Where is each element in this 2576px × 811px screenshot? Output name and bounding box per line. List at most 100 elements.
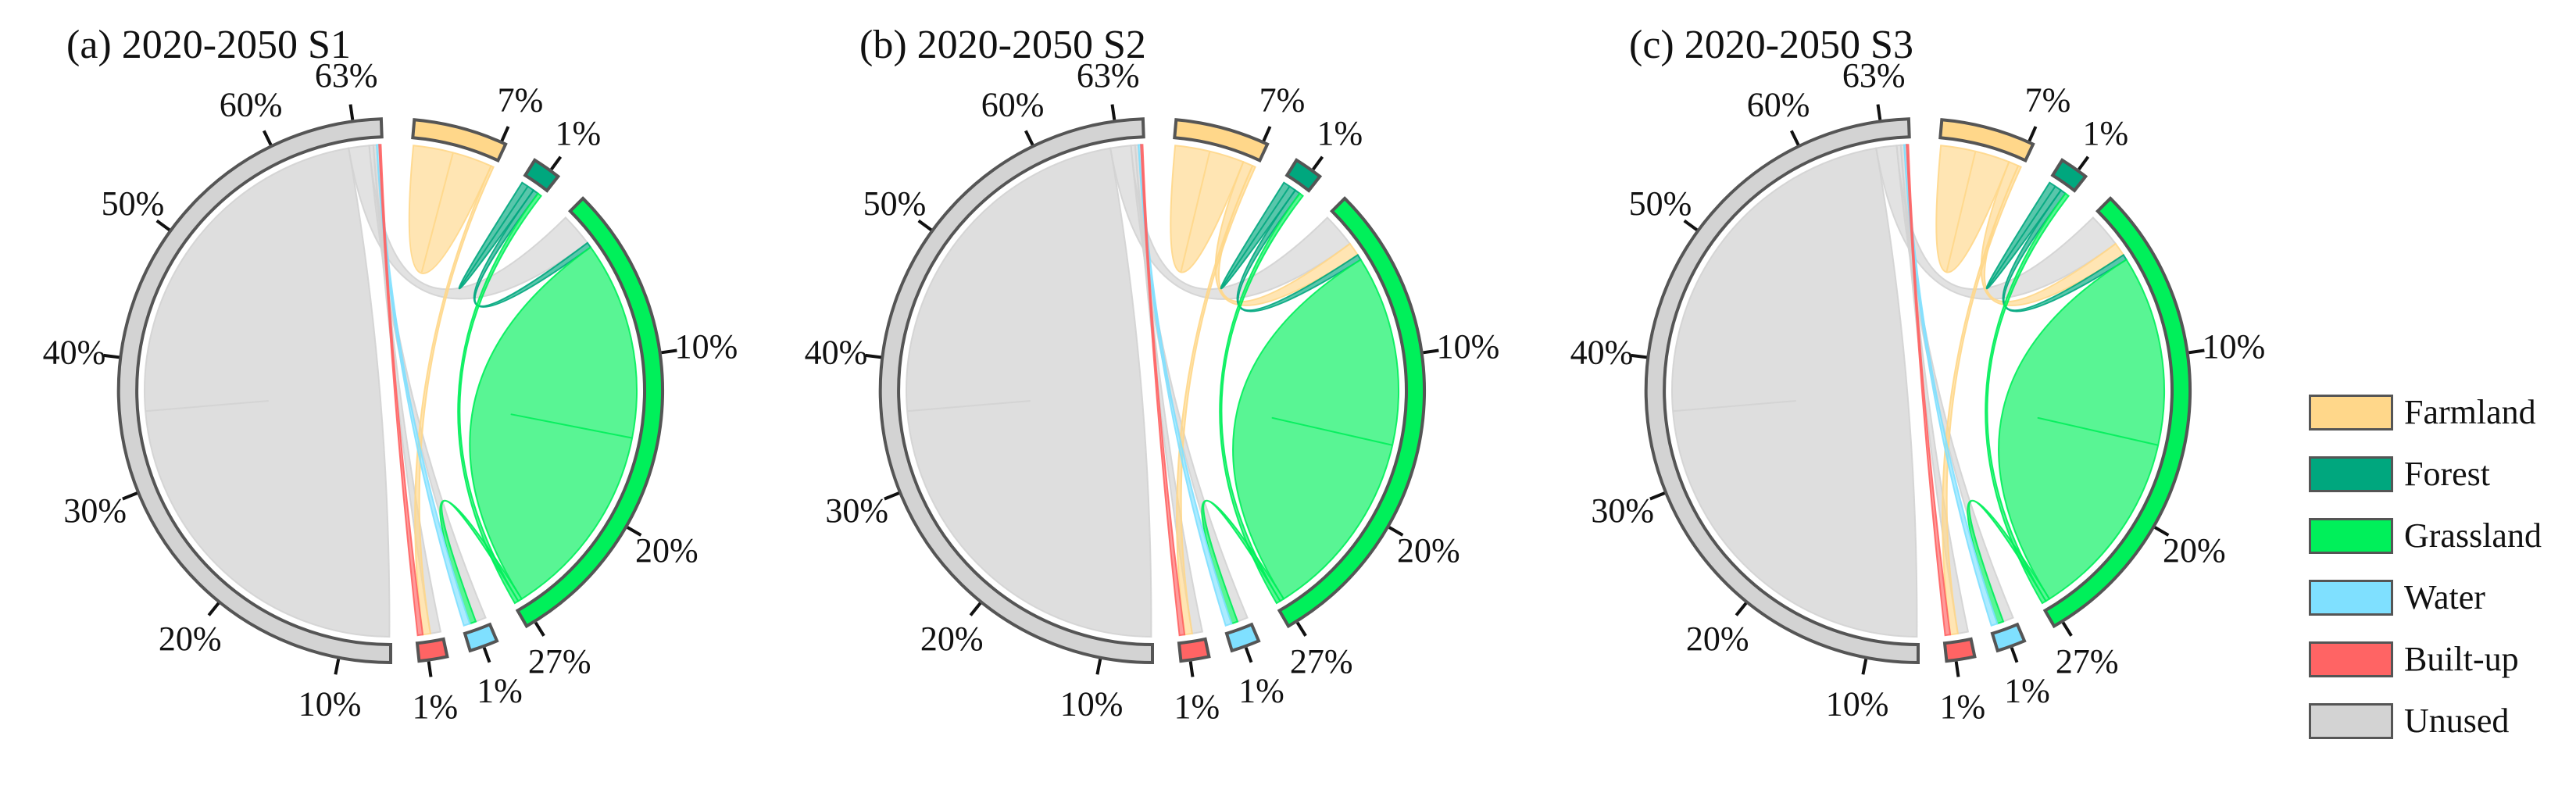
ribbon-forest-to-grassland — [2002, 189, 2128, 313]
tick-unused-1 — [1735, 602, 1748, 616]
ribbon-farmland-to-farmland — [408, 145, 492, 274]
tick-grassland-1 — [2154, 526, 2170, 537]
tick-label-forest-0: 1% — [555, 114, 601, 152]
ribbon-farmland-to-built-up — [1176, 164, 1256, 636]
tick-grassland-0 — [1423, 348, 1439, 355]
chord-panel-b: 7%1%10%20%27%1%1%10%20%30%40%50%60%63% — [805, 56, 1500, 726]
tick-built-up-0 — [427, 661, 433, 677]
sector-arc-unused — [878, 117, 1154, 665]
ribbon-farmland-to-built-up — [414, 165, 495, 636]
legend-label-built-up: Built-up — [2404, 640, 2519, 678]
legend-item-grassland: Grassland — [2309, 505, 2542, 566]
legend-label-unused: Unused — [2404, 702, 2510, 740]
tick-farmland-0 — [500, 126, 510, 142]
tick-label-water-0: 1% — [477, 671, 523, 709]
tick-unused-1 — [207, 602, 220, 616]
sector-arc-water — [1224, 622, 1261, 653]
tick-label-unused-6: 63% — [1077, 56, 1140, 95]
tick-grassland-0 — [2188, 348, 2205, 355]
ribbons — [144, 144, 638, 638]
legend-label-forest: Forest — [2404, 455, 2490, 493]
tick-unused-2 — [1649, 491, 1666, 501]
ribbon-forest-to-forest — [1985, 181, 2063, 290]
tick-label-unused-6: 63% — [1842, 56, 1906, 95]
ribbon-unused-to-unused — [144, 147, 391, 638]
sector-arc-farmland — [1173, 118, 1270, 163]
sector-arc-built-up — [1942, 637, 1977, 663]
tick-unused-5 — [1790, 130, 1800, 146]
tick-label-unused-1: 20% — [1686, 620, 1749, 658]
ribbon-forest-to-grassland — [473, 189, 592, 308]
tick-label-unused-4: 50% — [863, 184, 927, 223]
tick-label-grassland-1: 20% — [635, 531, 698, 570]
legend-item-unused: Unused — [2309, 690, 2542, 752]
sector-arc-water — [463, 622, 499, 653]
tick-label-unused-0: 10% — [1060, 685, 1124, 723]
sector-arc-forest — [2050, 158, 2088, 193]
sector-arc-farmland — [1938, 118, 2035, 163]
sector-arc-unused — [116, 117, 392, 665]
tick-label-grassland-0: 10% — [2203, 327, 2266, 366]
tick-farmland-0 — [2028, 126, 2038, 142]
ribbon-water-to-unused — [1138, 144, 1233, 627]
legend-item-forest: Forest — [2309, 443, 2542, 505]
tick-label-farmland-0: 7% — [498, 80, 544, 119]
tick-label-unused-2: 30% — [63, 491, 127, 530]
sector-arc-unused — [1644, 117, 1920, 665]
panel-title-b: (b) 2020-2050 S2 — [859, 23, 1146, 67]
tick-label-farmland-0: 7% — [2025, 80, 2071, 119]
ribbon-grassland-to-grassland — [1232, 258, 1400, 600]
tick-label-water-0: 1% — [2004, 671, 2050, 709]
tick-label-unused-5: 60% — [220, 85, 283, 123]
tick-unused-0 — [334, 659, 341, 675]
tick-label-unused-2: 30% — [825, 491, 888, 530]
tick-label-unused-5: 60% — [1747, 85, 1810, 123]
tick-label-grassland-2: 27% — [1290, 642, 1353, 681]
tick-unused-5 — [263, 130, 273, 146]
tick-water-0 — [482, 647, 491, 663]
sector-arc-built-up — [415, 637, 449, 663]
tick-label-unused-2: 30% — [1591, 491, 1654, 530]
tick-label-built-up-0: 1% — [1174, 688, 1220, 726]
tick-label-built-up-0: 1% — [1939, 688, 1985, 726]
sector-arc-grassland — [1277, 196, 1427, 629]
sector-arc-forest — [1284, 158, 1323, 193]
tick-unused-6 — [1876, 104, 1882, 120]
legend-swatch-forest — [2309, 456, 2393, 492]
legend-label-water: Water — [2404, 578, 2485, 616]
tick-label-unused-5: 60% — [981, 85, 1045, 123]
sector-arc-grassland — [2042, 196, 2192, 629]
ribbon-forest-to-forest — [458, 181, 535, 290]
tick-label-unused-3: 40% — [805, 333, 868, 371]
tick-grassland-2 — [534, 621, 545, 637]
tick-farmland-0 — [1262, 126, 1272, 142]
chord-panel-a: 7%1%10%20%27%1%1%10%20%30%40%50%60%63% — [43, 56, 738, 726]
ribbon-built-up-to-unused — [1140, 144, 1186, 637]
ribbon-grassland-to-forest — [1985, 192, 2070, 605]
tick-grassland-2 — [2061, 621, 2073, 637]
ribbon-unused-to-unused — [1671, 147, 1918, 638]
tick-unused-4 — [155, 219, 170, 231]
tick-forest-0 — [2078, 155, 2090, 170]
tick-label-grassland-1: 20% — [1397, 531, 1460, 570]
ribbon-grassland-to-forest — [457, 192, 542, 605]
tick-grassland-0 — [661, 348, 677, 355]
tick-label-unused-1: 20% — [920, 620, 984, 658]
tick-label-built-up-0: 1% — [412, 688, 458, 726]
tick-label-grassland-2: 27% — [2056, 642, 2119, 681]
legend-swatch-built-up — [2309, 641, 2393, 677]
tick-unused-3 — [103, 353, 120, 359]
legend: Farmland Forest Grassland Water Built-up… — [2309, 381, 2542, 752]
ribbon-built-up-to-unused — [378, 144, 424, 637]
legend-swatch-farmland — [2309, 394, 2393, 431]
legend-swatch-unused — [2309, 702, 2393, 739]
ribbon-forest-to-grassland — [1236, 189, 1362, 313]
tick-label-farmland-0: 7% — [1259, 80, 1306, 119]
tick-grassland-1 — [627, 526, 642, 537]
tick-label-unused-6: 63% — [315, 56, 378, 95]
tick-unused-1 — [969, 602, 982, 616]
tick-label-forest-0: 1% — [2082, 114, 2128, 152]
tick-label-unused-4: 50% — [1629, 184, 1692, 223]
legend-item-water: Water — [2309, 566, 2542, 628]
tick-unused-0 — [1861, 659, 1868, 675]
